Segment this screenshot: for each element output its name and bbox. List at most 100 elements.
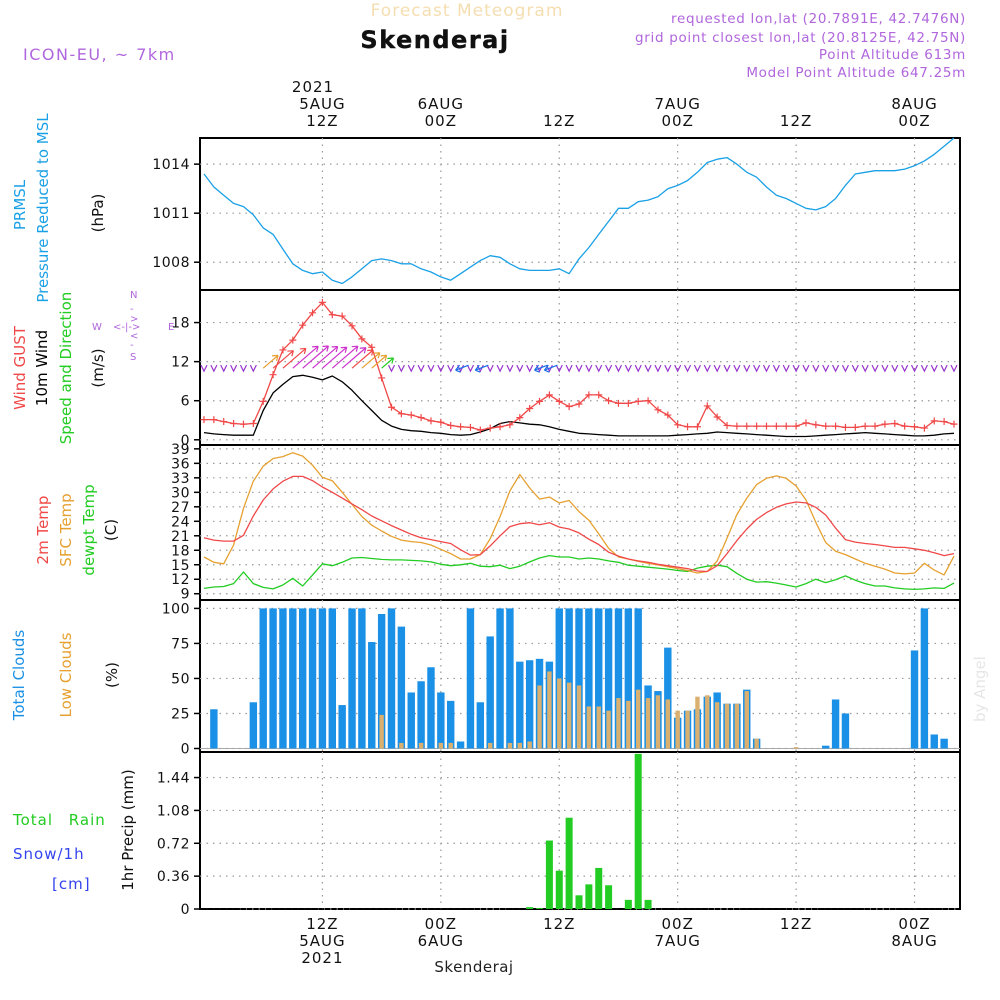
total-cloud-bar (427, 667, 435, 749)
time-tick-label-bottom: 12Z (780, 915, 812, 933)
total-cloud-bar (269, 608, 277, 749)
gust-marker (466, 423, 474, 431)
total-cloud-bar (387, 608, 396, 749)
total-cloud-bar (831, 699, 840, 749)
wind-arrow (272, 350, 294, 369)
gust-marker (309, 309, 317, 317)
total-cloud-bar (575, 608, 583, 749)
wind-direction-marker (220, 364, 228, 373)
gust-marker (496, 423, 504, 431)
wind-direction-marker (624, 364, 632, 373)
compass-sn-arrow: < (130, 331, 138, 342)
wind-direction-marker (447, 364, 455, 373)
total-cloud-bar (417, 681, 425, 749)
total-cloud-bar (437, 692, 445, 749)
wind-direction-marker (891, 364, 899, 373)
gust-marker (891, 420, 899, 428)
y-tick-label: 30 (171, 485, 190, 501)
low-cloud-bar (418, 742, 424, 749)
gust-marker (772, 422, 780, 430)
wind-arrow-head (322, 345, 329, 352)
wind-arrow-head (340, 346, 348, 353)
gust-marker (930, 417, 938, 425)
total-cloud-bar (289, 608, 297, 749)
wind-ylabel: 10m Wind (33, 330, 51, 406)
rain-bar (555, 870, 563, 909)
wind-direction-marker (644, 364, 652, 373)
gust-marker (388, 403, 395, 411)
wind-arrow-head (380, 354, 388, 362)
gust-marker (851, 423, 859, 431)
wind-arrow (361, 352, 381, 369)
wind-direction-marker (940, 364, 948, 373)
total-cloud-bar (358, 608, 366, 749)
low-cloud-bar (675, 710, 680, 749)
wind-arrow (351, 349, 374, 369)
wind-direction-marker (516, 364, 524, 373)
time-tick-label-bottom: 2021 (301, 949, 343, 967)
wind-direction-marker (812, 364, 820, 373)
direction-ylabel: Speed and Direction (57, 292, 75, 445)
pressure-ylabel-unit: (hPa) (89, 194, 107, 233)
wind-direction-marker (920, 364, 928, 373)
wind-direction-marker (230, 364, 238, 373)
low-cloud-bar (517, 742, 522, 749)
gust-marker (753, 422, 761, 430)
total-cloud-bar (377, 614, 386, 749)
y-tick-label: 100 (162, 601, 190, 617)
total-cloud-bar (348, 608, 356, 749)
gust-marker (911, 423, 919, 431)
wind-arrow (543, 364, 558, 373)
gust-marker (279, 346, 287, 354)
low-cloud-bar (685, 710, 690, 749)
wind-arrow (534, 364, 548, 373)
wind-arrow-head (287, 350, 294, 357)
wind-direction-marker (239, 364, 248, 373)
rain-bar (585, 884, 593, 909)
wind-arrow (262, 354, 279, 369)
wind-gust-line (204, 301, 955, 431)
y-tick-label: 50 (171, 671, 190, 687)
low-cloud-bar (527, 741, 532, 749)
wind-direction-marker (407, 364, 415, 373)
total-cloud-bar (368, 642, 376, 749)
rain-bar (624, 899, 632, 909)
low-cloud-bar (744, 691, 749, 749)
time-tick-label-top: 6AUG (418, 95, 464, 113)
gust-marker (733, 422, 741, 430)
low-cloud-bar (695, 696, 700, 749)
time-tick-label-bottom: 6AUG (418, 932, 464, 950)
gust-marker (585, 391, 593, 399)
gust-marker (841, 423, 849, 431)
gust-marker (940, 418, 948, 426)
pressure-panel-frame (199, 137, 961, 291)
gust-marker (634, 397, 642, 405)
time-tick-label-top: 00Z (898, 112, 930, 130)
wind-direction-marker (506, 364, 514, 373)
wind-direction-marker (654, 364, 662, 373)
wind-direction-marker (822, 364, 830, 373)
dewpt-ylabel: dewpt Temp (80, 484, 98, 575)
y-tick-label: 36 (171, 456, 190, 472)
low-cloud-bar (399, 742, 404, 749)
total-cloud-bar (506, 608, 514, 749)
wind-ylabel-unit: (m/s) (89, 348, 107, 387)
wind-direction-marker (585, 364, 593, 373)
chart-supertitle: Forecast Meteogram (371, 1, 564, 21)
wind-direction-marker (210, 364, 218, 373)
gust-marker (249, 420, 257, 428)
gust-marker (457, 423, 465, 431)
gust-marker (230, 420, 238, 428)
model-label: ICON-EU, ~ 7km (23, 45, 176, 64)
wind-direction-marker (910, 364, 919, 373)
wind-direction-marker (871, 364, 879, 373)
gust-marker (743, 422, 751, 430)
y-tick-label: 0 (181, 902, 190, 918)
time-tick-label-bottom: 00Z (898, 915, 930, 933)
y-tick-label: 12 (171, 355, 190, 371)
gust-marker (792, 422, 800, 430)
gust-marker (328, 311, 336, 319)
compass-we-arrow: <-|-> (113, 322, 140, 333)
wind-direction-marker (466, 364, 474, 373)
low-cloud-bar (507, 742, 513, 749)
